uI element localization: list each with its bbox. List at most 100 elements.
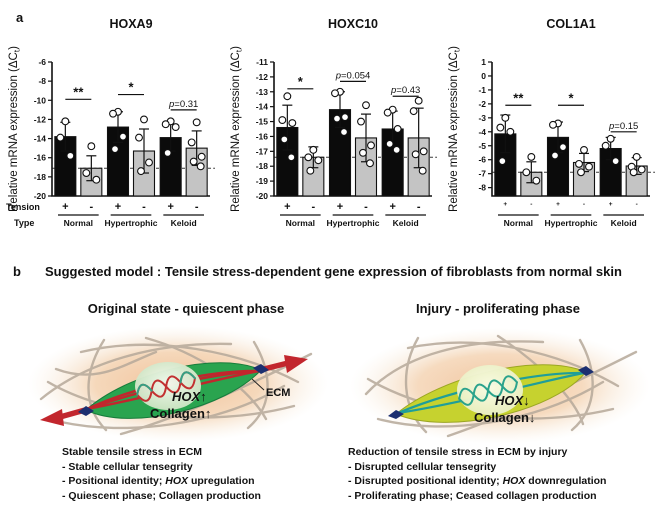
svg-text:-18: -18 bbox=[34, 172, 47, 182]
svg-text:-1: -1 bbox=[478, 85, 486, 95]
svg-text:-3: -3 bbox=[478, 113, 486, 123]
panel-b-header: b Suggested model : Tensile stress-depend… bbox=[13, 264, 622, 279]
svg-text:Relative mRNA expression (ΔCt): Relative mRNA expression (ΔCt) bbox=[230, 46, 244, 212]
panel-b-label: b bbox=[13, 264, 21, 279]
data-point bbox=[306, 166, 315, 175]
data-point bbox=[340, 128, 348, 136]
data-point bbox=[196, 162, 205, 171]
data-point bbox=[549, 120, 557, 129]
svg-text:-12: -12 bbox=[256, 72, 269, 82]
group-label: Hypertrophic bbox=[545, 218, 598, 228]
data-point bbox=[498, 157, 507, 166]
panel-b-title: Suggested model : Tensile stress-depende… bbox=[44, 264, 622, 279]
group-label: Hypertrophic bbox=[327, 218, 380, 228]
tension-label: - bbox=[142, 201, 146, 213]
tension-label: + bbox=[609, 201, 613, 208]
data-point bbox=[367, 141, 375, 150]
data-point bbox=[163, 148, 172, 157]
data-point bbox=[92, 175, 101, 184]
data-point bbox=[383, 108, 392, 117]
chart-title: HOXA9 bbox=[109, 17, 152, 31]
tension-label: + bbox=[389, 201, 395, 213]
data-point bbox=[309, 145, 318, 154]
panel-a-label: a bbox=[16, 10, 24, 25]
data-point bbox=[419, 147, 428, 156]
type-row-label: Type bbox=[14, 218, 34, 228]
data-point bbox=[606, 134, 615, 143]
caption-bullets: - Disrupted cellular tensegrity - Disrupt… bbox=[348, 460, 657, 504]
svg-text:-6: -6 bbox=[478, 155, 486, 165]
data-point bbox=[304, 153, 313, 162]
data-point bbox=[559, 143, 567, 152]
svg-text:-13: -13 bbox=[256, 87, 269, 97]
svg-text:-14: -14 bbox=[34, 134, 47, 144]
data-point bbox=[82, 169, 91, 177]
data-point bbox=[283, 92, 292, 101]
significance-label: * bbox=[298, 74, 304, 89]
data-point bbox=[580, 145, 588, 154]
chart-hoxc10: HOXC10 Relative mRNA expression (ΔCt) -11 -… bbox=[230, 17, 437, 228]
data-point bbox=[366, 159, 374, 168]
dna-icon bbox=[458, 375, 518, 406]
data-point bbox=[393, 125, 402, 133]
data-point bbox=[527, 152, 536, 161]
tension-label: + bbox=[167, 201, 173, 213]
group-label: Keloid bbox=[611, 218, 637, 228]
data-point bbox=[414, 96, 423, 105]
group-label: Normal bbox=[64, 218, 93, 228]
svg-text:-14: -14 bbox=[256, 102, 269, 112]
tension-label: - bbox=[311, 201, 315, 213]
tension-label: - bbox=[195, 201, 199, 213]
data-point bbox=[506, 127, 515, 136]
caption-quiescent: Stable tensile stress in ECM - Stable ce… bbox=[62, 445, 354, 503]
focal-adhesion-icon bbox=[388, 410, 404, 419]
data-point bbox=[61, 117, 70, 126]
bullet-line: - Proliferating phase; Ceased collagen p… bbox=[348, 489, 597, 502]
chart-title: COL1A1 bbox=[546, 17, 595, 31]
tension-row-label: Tension bbox=[6, 202, 40, 212]
group-label: Hypertrophic bbox=[105, 218, 158, 228]
svg-text:Relative mRNA expression (ΔCt): Relative mRNA expression (ΔCt) bbox=[8, 46, 22, 212]
bullet-line: - Disrupted positional identity; HOX dow… bbox=[348, 475, 607, 488]
data-point bbox=[385, 139, 394, 148]
svg-text:-19: -19 bbox=[256, 176, 269, 186]
collagen-down-label: Collagen↓ bbox=[474, 410, 535, 425]
data-point bbox=[145, 158, 153, 167]
data-point bbox=[585, 162, 593, 171]
tension-label: + bbox=[503, 201, 507, 208]
diagram-quiescent-cell: HOX↑ Collagen↑ ECM bbox=[28, 326, 328, 442]
data-point bbox=[119, 132, 127, 141]
tension-label: - bbox=[583, 201, 585, 208]
caption-bullets: - Stable cellular tensegrity - Positional… bbox=[62, 460, 354, 504]
ecm-label: ECM bbox=[266, 387, 290, 399]
group-label: Keloid bbox=[171, 218, 197, 228]
subtitle-quiescent: Original state - quiescent phase bbox=[87, 301, 285, 316]
subtitle-proliferating: Injury - proliferating phase bbox=[416, 301, 580, 316]
significance-label: p=0.054 bbox=[335, 70, 371, 81]
y-axis-label: Relative mRNA expression (ΔCt) bbox=[448, 46, 462, 212]
data-point bbox=[496, 123, 505, 132]
focal-adhesion-icon bbox=[578, 366, 594, 376]
bullet-line: - Disrupted cellular tensegrity bbox=[348, 460, 497, 473]
data-point bbox=[551, 151, 559, 160]
data-point bbox=[137, 167, 145, 176]
chart-title: HOXC10 bbox=[328, 17, 378, 31]
caption-title: Reduction of tensile stress in ECM by in… bbox=[348, 446, 568, 458]
tension-label: + bbox=[284, 201, 290, 213]
data-point bbox=[362, 101, 370, 110]
data-point bbox=[288, 119, 297, 127]
significance-label: ** bbox=[73, 84, 84, 99]
significance-label: p=0.15 bbox=[608, 121, 638, 132]
data-point bbox=[341, 113, 349, 122]
data-point bbox=[577, 168, 585, 177]
collagen-up-label: Collagen↑ bbox=[150, 406, 211, 421]
data-point bbox=[87, 142, 96, 151]
tension-label: + bbox=[337, 201, 343, 213]
data-point bbox=[109, 109, 117, 118]
svg-text:-4: -4 bbox=[478, 127, 486, 137]
svg-text:-6: -6 bbox=[38, 57, 46, 67]
tension-label: + bbox=[556, 201, 560, 208]
bullet-line: - Positional identity; HOX upregulation bbox=[62, 475, 255, 488]
svg-text:-11: -11 bbox=[256, 57, 268, 67]
